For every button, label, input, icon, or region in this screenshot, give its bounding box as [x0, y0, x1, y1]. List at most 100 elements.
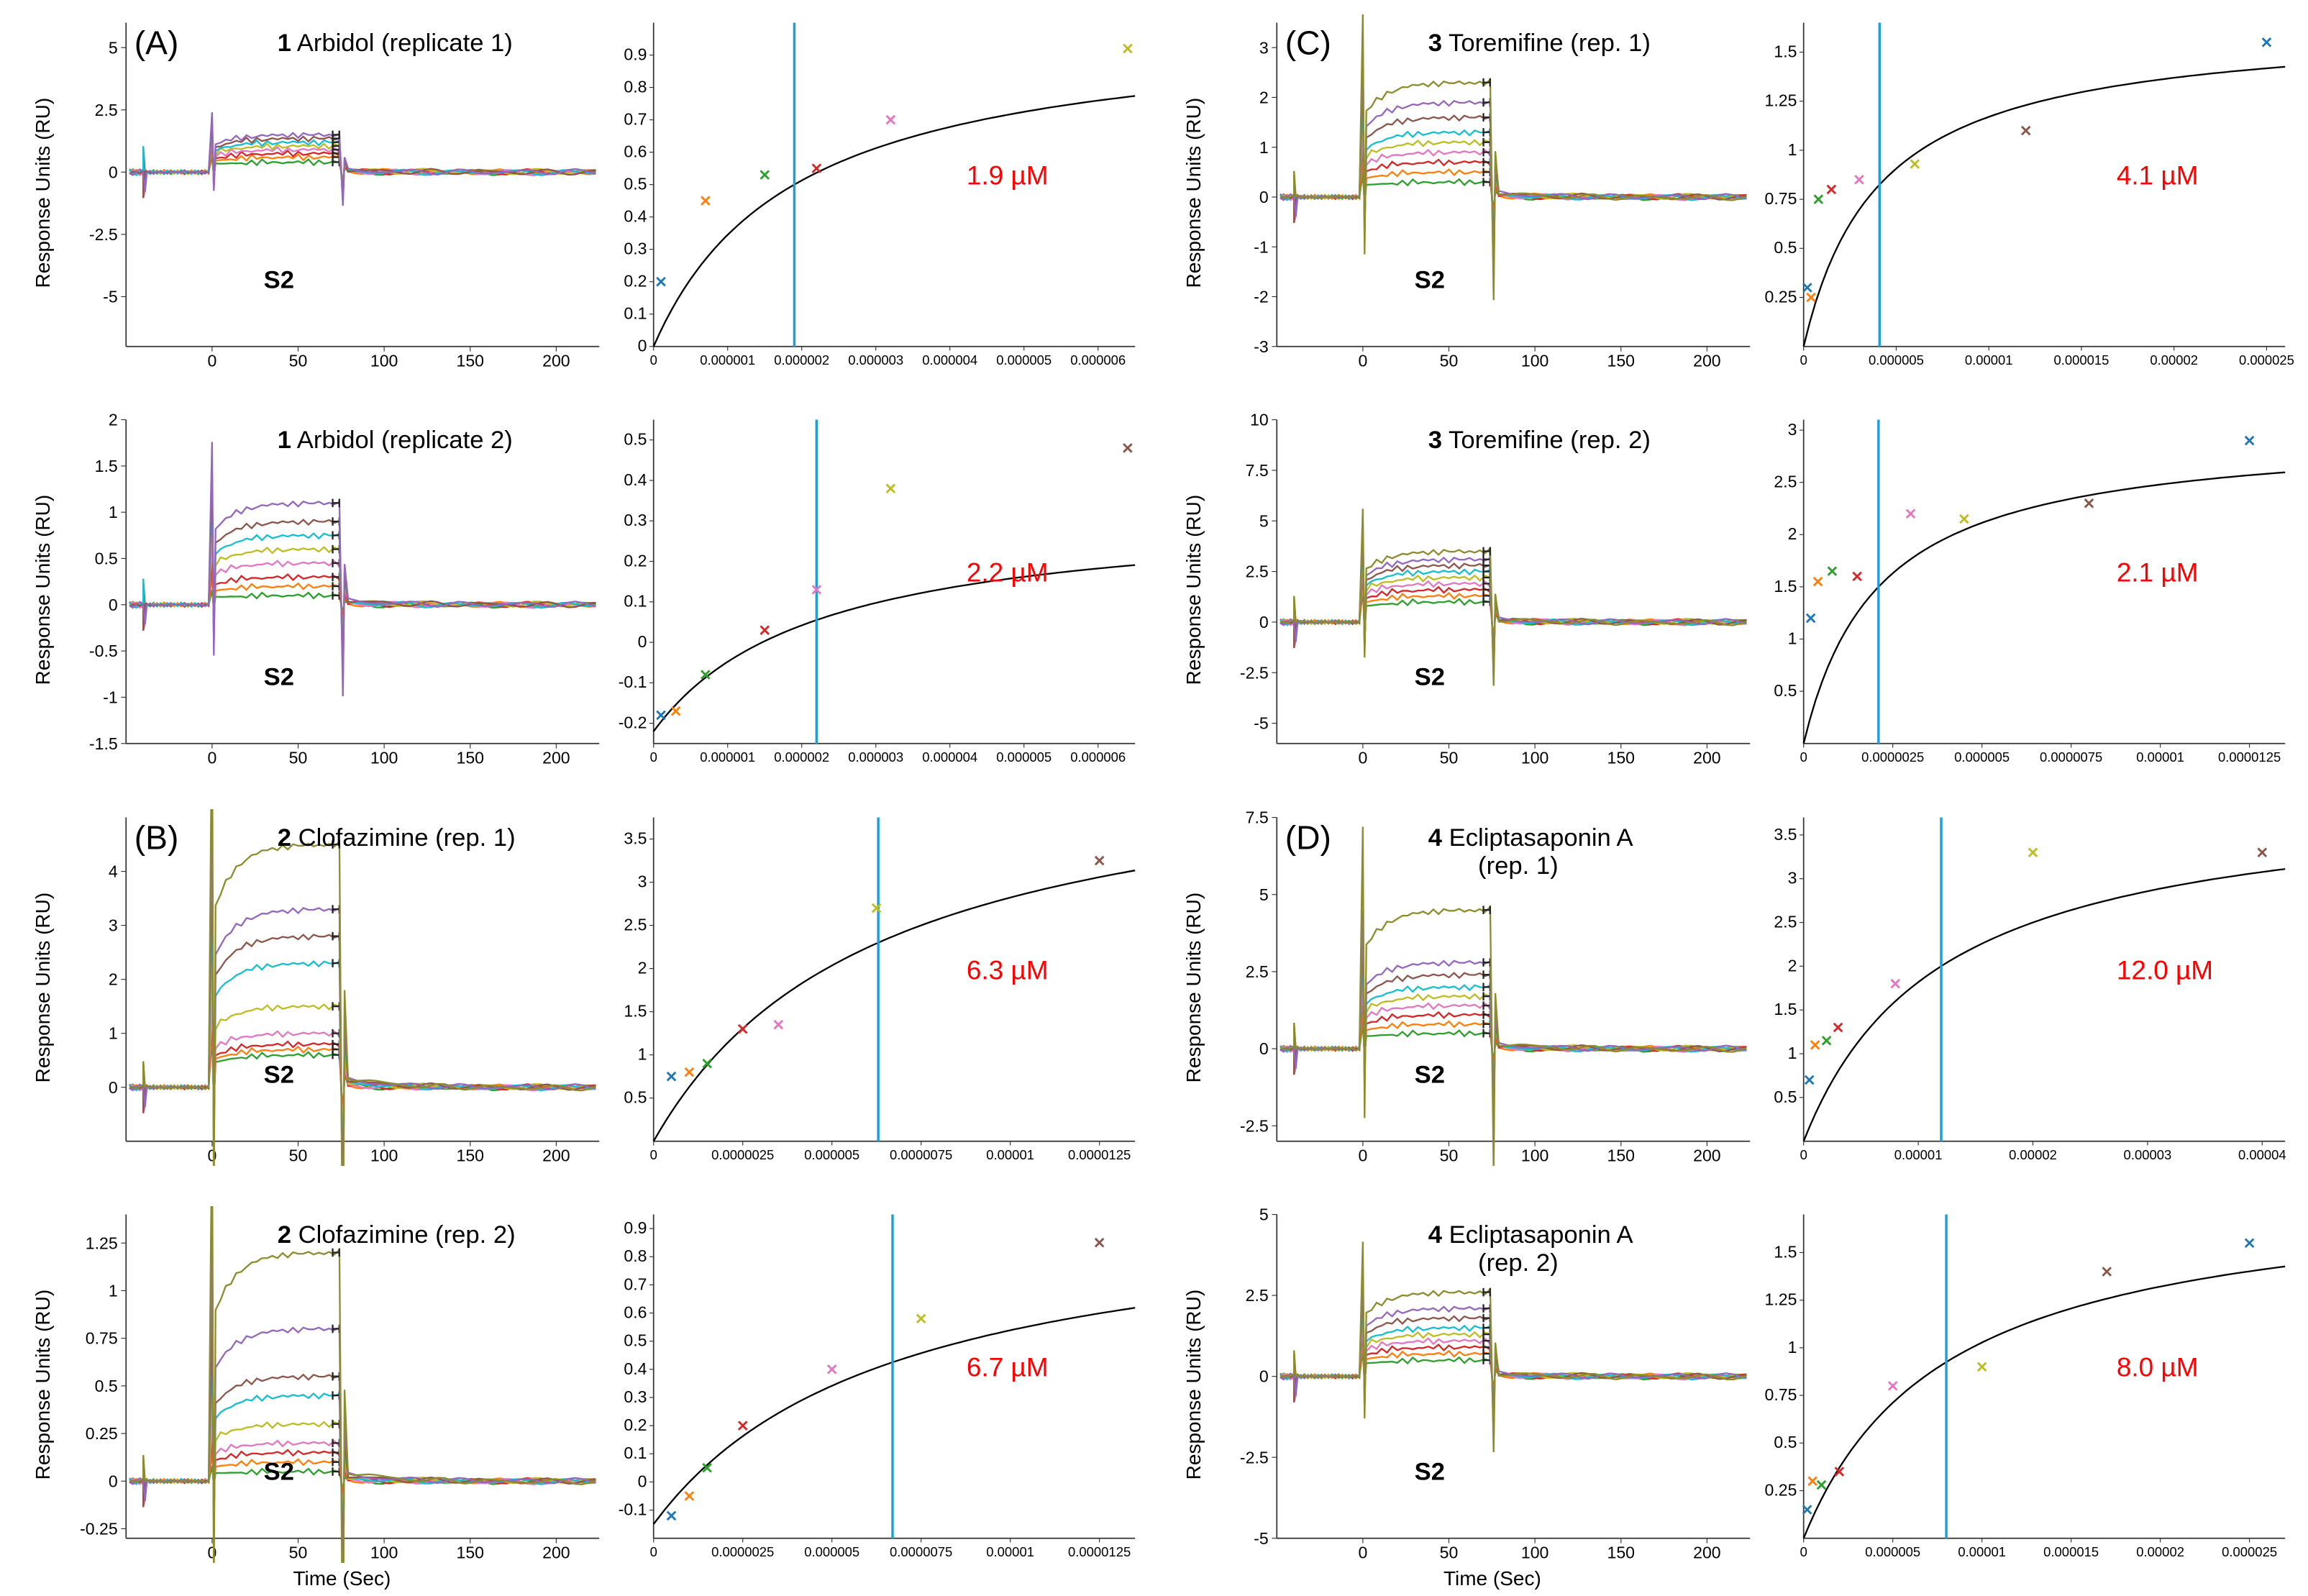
saturation-plot: 0.511.522.5300.00000250.0000050.00000750…: [1762, 411, 2294, 768]
saturation-plot: -0.2-0.100.10.20.30.40.500.0000010.00000…: [612, 411, 1144, 768]
svg-text:150: 150: [1607, 351, 1635, 370]
plateau-marker: [1483, 970, 1490, 979]
sensorgram-trace: [129, 957, 596, 1159]
saturation-plot: 00.10.20.30.40.50.60.70.80.900.0000010.0…: [612, 14, 1144, 371]
svg-text:3.5: 3.5: [1774, 824, 1797, 843]
svg-text:1.5: 1.5: [1774, 42, 1797, 60]
sensorgram-trace: [1280, 1009, 1746, 1071]
sensorgram-trace: [129, 1035, 596, 1116]
svg-text:200: 200: [1693, 1146, 1721, 1164]
plateau-marker: [1483, 574, 1490, 583]
panel-row: Response Units (RU)-5-2.502.550501001502…: [14, 14, 1144, 404]
compound-title: 2 Clofazimine (rep. 2): [278, 1221, 516, 1249]
svg-text:2.5: 2.5: [1774, 473, 1797, 491]
s2-label: S2: [264, 267, 294, 294]
data-point: [685, 1068, 693, 1077]
svg-text:0: 0: [649, 1544, 657, 1559]
svg-text:1.5: 1.5: [1774, 1000, 1797, 1018]
svg-text:0.75: 0.75: [86, 1329, 118, 1348]
sensorgram-trace: [1280, 70, 1746, 269]
sensorgram-trace: [129, 1237, 596, 1563]
svg-text:0.000006: 0.000006: [1070, 352, 1126, 368]
svg-text:-2.5: -2.5: [1239, 1116, 1268, 1135]
svg-text:100: 100: [1520, 1146, 1548, 1164]
sensorgram-trace: [1280, 930, 1746, 1115]
svg-text:0.00002: 0.00002: [2150, 352, 2199, 368]
svg-text:-0.2: -0.2: [618, 713, 647, 732]
svg-text:100: 100: [1520, 1543, 1548, 1561]
svg-text:3: 3: [1259, 38, 1268, 57]
svg-text:0.3: 0.3: [624, 511, 647, 529]
svg-text:0.2: 0.2: [624, 1415, 647, 1434]
fit-curve: [653, 1308, 1134, 1524]
svg-text:0.5: 0.5: [624, 1087, 647, 1106]
plateau-marker: [1483, 1349, 1490, 1358]
panel-row: Response Units (RU)Time (Sec)-0.2500.250…: [14, 1206, 1144, 1596]
svg-text:100: 100: [1520, 749, 1548, 767]
svg-text:-1: -1: [1254, 237, 1269, 256]
sensorgram-trace: [1280, 141, 1746, 228]
svg-text:0: 0: [637, 1472, 647, 1490]
svg-text:0.000005: 0.000005: [996, 352, 1052, 368]
plateau-marker: [1483, 1029, 1490, 1038]
svg-text:0.1: 0.1: [624, 592, 647, 611]
sensorgram-trace: [129, 1206, 596, 1563]
data-point: [739, 1421, 747, 1430]
plateau-marker: [333, 591, 339, 600]
svg-text:5: 5: [1259, 885, 1268, 903]
svg-text:0.8: 0.8: [624, 1246, 647, 1265]
svg-text:0: 0: [1358, 749, 1367, 767]
sensorgram-trace: [129, 494, 596, 667]
svg-text:0.9: 0.9: [624, 1218, 647, 1237]
sensorgram-trace: [1280, 551, 1746, 662]
svg-text:0.1: 0.1: [624, 304, 647, 323]
svg-text:2.5: 2.5: [1774, 912, 1797, 931]
plateau-marker: [333, 532, 339, 540]
svg-text:0.4: 0.4: [624, 207, 647, 226]
y-axis-label: Response Units (RU): [1165, 411, 1223, 768]
sensorgram-trace: [1280, 561, 1746, 657]
sensorgram-trace: [1280, 580, 1746, 646]
svg-text:0.000003: 0.000003: [848, 749, 903, 765]
sensorgram-plot: 01234050100150200: [76, 809, 608, 1166]
svg-text:100: 100: [370, 351, 398, 370]
data-point: [828, 1365, 836, 1374]
kd-label: 6.3 µM: [967, 955, 1049, 985]
svg-text:2: 2: [1259, 88, 1268, 107]
svg-text:100: 100: [1520, 351, 1548, 370]
sensorgram-trace: [129, 845, 596, 1166]
svg-text:0.00001: 0.00001: [1894, 1147, 1943, 1162]
data-point: [1811, 1041, 1820, 1049]
data-point: [739, 1025, 747, 1034]
sensorgram-trace: [129, 1344, 596, 1559]
x-axis-label: Time (Sec): [1227, 1567, 1759, 1596]
svg-text:150: 150: [1607, 749, 1635, 767]
svg-text:50: 50: [1439, 1543, 1458, 1561]
data-point: [1828, 186, 1836, 194]
data-point: [685, 1492, 693, 1500]
data-point: [1809, 1477, 1817, 1486]
svg-text:100: 100: [370, 1146, 398, 1164]
svg-text:1.5: 1.5: [1774, 1242, 1797, 1261]
svg-text:200: 200: [542, 1146, 570, 1164]
svg-text:0.6: 0.6: [624, 142, 647, 161]
svg-text:0.000015: 0.000015: [2054, 352, 2109, 368]
svg-text:0.00002: 0.00002: [2009, 1147, 2057, 1162]
svg-text:0.7: 0.7: [624, 1274, 647, 1293]
svg-text:0: 0: [649, 1147, 657, 1162]
sensorgram-plot: -5-2.502.55050100150200: [76, 14, 608, 371]
plateau-marker: [333, 1051, 339, 1059]
plateau-marker: [1483, 1011, 1490, 1019]
data-point: [2085, 499, 2094, 508]
kd-label: 4.1 µM: [2117, 161, 2199, 191]
sensorgram-plot: -3-2-10123050100150200: [1227, 14, 1759, 371]
svg-text:5: 5: [109, 38, 118, 57]
svg-text:0.000003: 0.000003: [848, 352, 903, 368]
svg-text:0.5: 0.5: [1774, 1087, 1797, 1105]
svg-text:150: 150: [1607, 1543, 1635, 1561]
svg-text:0: 0: [1259, 1039, 1268, 1058]
sensorgram-trace: [1280, 109, 1746, 246]
svg-text:50: 50: [289, 351, 308, 370]
svg-text:0.000006: 0.000006: [1070, 749, 1126, 765]
sensorgram-trace: [1280, 911, 1746, 1126]
